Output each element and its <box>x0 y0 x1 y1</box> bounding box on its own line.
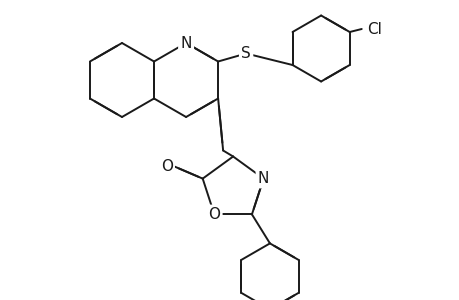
Text: O: O <box>160 159 172 174</box>
Text: S: S <box>241 46 251 61</box>
Text: Cl: Cl <box>366 22 381 37</box>
Text: N: N <box>257 171 269 186</box>
Text: N: N <box>180 35 191 50</box>
Text: O: O <box>208 207 220 222</box>
